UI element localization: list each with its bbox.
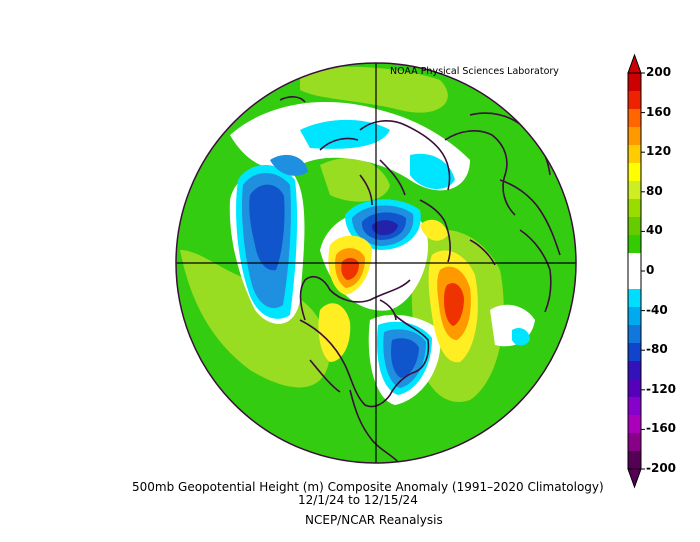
colorbar-segment <box>628 217 641 236</box>
anomaly-light-green-mid <box>320 157 390 202</box>
colorbar-segment <box>628 163 641 182</box>
colorbar-label: 120 <box>646 144 672 159</box>
colorbar-segment <box>628 361 641 380</box>
caption-source: NCEP/NCAR Reanalysis <box>305 513 443 527</box>
colorbar-label: -120 <box>646 381 677 396</box>
colorbar-label: 160 <box>646 104 672 119</box>
colorbar-segment <box>628 415 641 434</box>
colorbar-segment <box>628 325 641 344</box>
colorbar-segment <box>628 91 641 110</box>
anomaly-blue-west <box>249 184 285 271</box>
anomaly-red-east <box>444 283 464 326</box>
colorbar-segment <box>628 397 641 416</box>
colorbar-label: 40 <box>646 223 663 238</box>
colorbar-arrow-top <box>627 53 642 74</box>
colorbar-label: 200 <box>646 65 672 79</box>
colorbar-segment <box>628 253 641 272</box>
colorbar-label: -80 <box>646 342 668 357</box>
colorbar-segment <box>628 199 641 218</box>
anomaly-cyan-north <box>300 119 390 149</box>
anomaly-darkblue-center <box>371 220 398 236</box>
colorbar-segment <box>628 307 641 326</box>
colorbar-label: 80 <box>646 183 663 198</box>
map-boundary <box>175 62 577 464</box>
anomaly-light-green-north <box>300 66 448 113</box>
colorbar-label: -200 <box>646 461 677 475</box>
colorbar-segment <box>628 271 641 290</box>
colorbar-arrow-bottom <box>627 468 642 489</box>
colorbar-segment <box>628 235 641 254</box>
credit-text: NOAA Physical Sciences Laboratory <box>390 66 559 77</box>
colorbar-segment <box>628 109 641 128</box>
anomaly-yellow-northeast <box>420 219 448 241</box>
colorbar-label: -160 <box>646 421 677 436</box>
colorbar-segment <box>628 73 641 92</box>
caption-date-range: 12/1/24 to 12/15/24 <box>298 493 418 507</box>
anomaly-cyan-northeast <box>410 153 455 190</box>
colorbar <box>627 53 645 489</box>
caption-title: 500mb Geopotential Height (m) Composite … <box>132 480 604 494</box>
anomaly-yellow-southwest <box>318 303 351 362</box>
colorbar-segment <box>628 181 641 200</box>
coastlines <box>279 96 561 463</box>
colorbar-label: -40 <box>646 302 668 317</box>
colorbar-label: 0 <box>646 263 655 277</box>
anomaly-lightblue-northeast <box>270 154 308 176</box>
colorbar-segment <box>628 343 641 362</box>
colorbar-segment <box>628 127 641 146</box>
anomaly-blue-south <box>391 338 419 378</box>
colorbar-segment <box>628 379 641 398</box>
anomaly-light-green-west <box>180 250 330 388</box>
colorbar-segment <box>628 145 641 164</box>
colorbar-segment <box>628 433 641 452</box>
colorbar-segment <box>628 451 641 470</box>
colorbar-segment <box>628 289 641 308</box>
anomaly-cyan-southeast <box>512 328 530 346</box>
